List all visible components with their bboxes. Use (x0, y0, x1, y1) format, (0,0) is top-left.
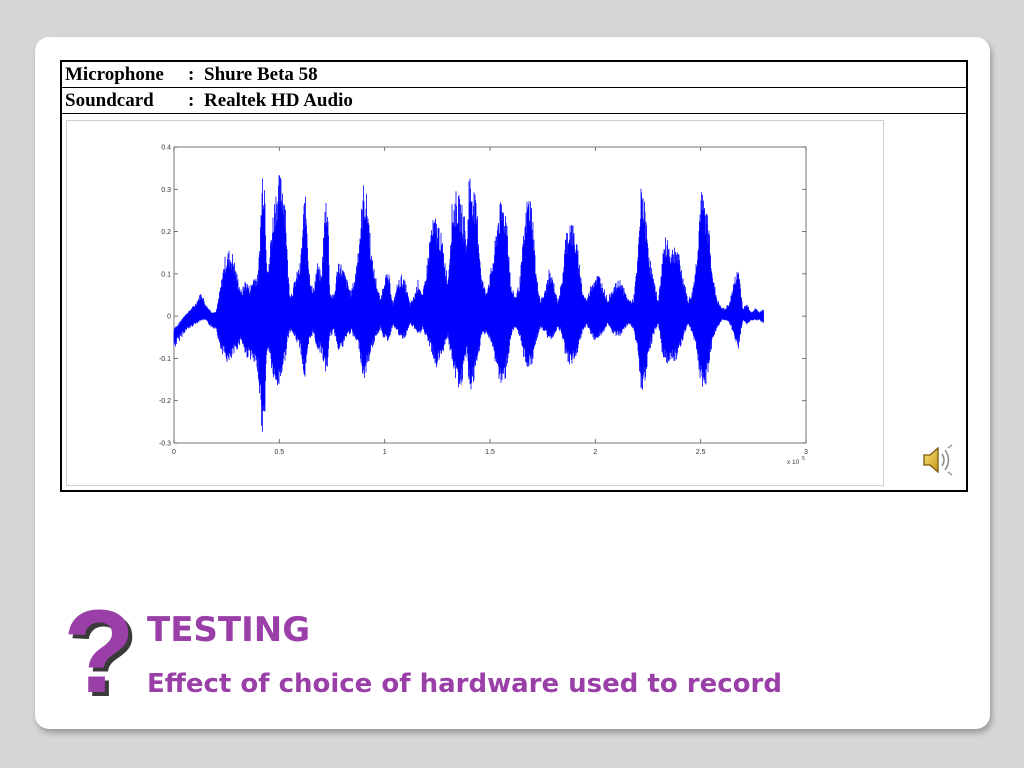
waveform-chart: 0 0.5 1 1.5 2 2.5 3 0.4 0.3 0.2 0.1 0 -0.1 -0.2 -0.3 x … (159, 145, 808, 467)
x-tick-label: 2 (593, 449, 597, 456)
y-tick-label: 0 (167, 314, 171, 321)
x-tick-label: 2.5 (696, 449, 706, 456)
soundcard-colon: : (188, 90, 195, 111)
microphone-colon: : (188, 64, 195, 85)
x-tick-label: 1 (383, 449, 387, 456)
slide-title: TESTING (147, 610, 311, 650)
y-tick-label: -0.2 (159, 398, 171, 405)
slide: Microphone: Shure Beta 58 Soundcard: Realt… (35, 37, 990, 729)
slide-subtitle: Effect of choice of hardware used to rec… (147, 669, 782, 699)
y-tick-label: 0.1 (161, 271, 171, 278)
speaker-sound-icon[interactable] (919, 442, 955, 478)
x-axis-multiplier: x 10 (787, 459, 800, 466)
y-tick-label: 0.2 (161, 229, 171, 236)
microphone-row: Microphone: Shure Beta 58 (62, 62, 966, 88)
microphone-value: Shure Beta 58 (204, 64, 318, 85)
y-tick-label: 0.3 (161, 187, 171, 194)
x-tick-label: 0.5 (274, 449, 284, 456)
y-tick-label: 0.4 (161, 145, 171, 152)
question-mark-icon: ? (63, 586, 136, 718)
x-axis-multiplier-exponent: 5 (802, 456, 805, 462)
y-tick-label: -0.1 (159, 356, 171, 363)
microphone-label: Microphone (65, 64, 164, 85)
soundcard-value: Realtek HD Audio (204, 90, 353, 111)
x-tick-label: 1.5 (485, 449, 495, 456)
hardware-info-table: Microphone: Shure Beta 58 Soundcard: Realt… (60, 60, 968, 492)
waveform-series (173, 175, 764, 432)
x-tick-label: 0 (172, 449, 176, 456)
waveform-plot: 0 0.5 1 1.5 2 2.5 3 0.4 0.3 0.2 0.1 0 -0.1 -0.2 -0.3 x … (66, 120, 884, 486)
x-tick-label: 3 (804, 449, 808, 456)
soundcard-label: Soundcard (65, 90, 154, 111)
soundcard-row: Soundcard: Realtek HD Audio (62, 88, 966, 114)
y-tick-label: -0.3 (159, 441, 171, 448)
